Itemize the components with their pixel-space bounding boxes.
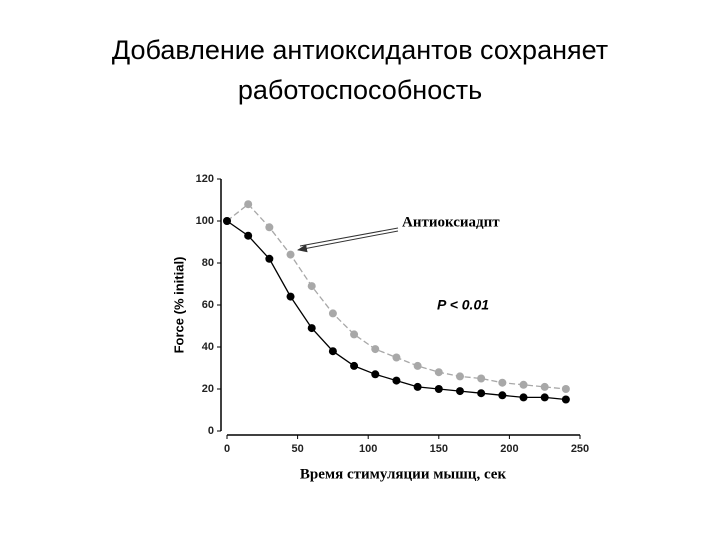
data-point [350, 361, 359, 370]
data-point [540, 393, 549, 402]
x-tick-label: 200 [500, 443, 518, 455]
y-tick-label: 80 [202, 257, 214, 269]
data-point [392, 376, 401, 385]
y-tick-label: 100 [196, 215, 214, 227]
y-tick-label: 120 [196, 173, 214, 185]
data-point [244, 200, 253, 209]
data-point [350, 330, 359, 339]
annotation: P < 0.01 [437, 297, 489, 313]
series-line [226, 220, 566, 401]
data-point [519, 393, 528, 402]
x-axis-label: Время стимуляции мышц, сек [300, 466, 507, 482]
annotation: Антиоксиадпт [402, 214, 500, 230]
x-tick-label: 250 [571, 443, 589, 455]
data-point [371, 370, 380, 379]
x-tick-label: 100 [359, 443, 377, 455]
data-point [413, 382, 422, 391]
data-point [498, 391, 507, 400]
x-tick-label: 0 [224, 443, 230, 455]
data-point [371, 345, 380, 354]
data-point [540, 382, 549, 391]
data-point [286, 250, 295, 259]
data-point [477, 389, 486, 398]
y-tick-label: 60 [202, 299, 214, 311]
data-point [455, 372, 464, 381]
data-point [498, 378, 507, 387]
data-point [307, 282, 316, 291]
y-tick-label: 20 [202, 383, 214, 395]
y-tick-label: 40 [202, 341, 214, 353]
data-point [413, 361, 422, 370]
data-point [328, 309, 337, 318]
data-point [223, 217, 231, 225]
data-point [328, 347, 337, 356]
annotation-arrow [299, 227, 399, 247]
data-point [244, 231, 253, 240]
x-tick-label: 50 [291, 443, 303, 455]
data-point [434, 368, 443, 377]
data-point [519, 380, 528, 389]
data-point [561, 385, 570, 393]
data-point [392, 353, 401, 362]
data-point [265, 223, 274, 232]
data-point [434, 385, 443, 393]
annotation-arrow [297, 230, 399, 253]
data-point [265, 254, 274, 263]
slide-title: Добавление антиоксидантов сохраняет рабо… [111, 35, 609, 105]
y-tick-label: 0 [208, 425, 214, 437]
y-axis-label: Force (% initial) [171, 257, 186, 354]
data-point [307, 324, 316, 333]
data-point [286, 292, 295, 301]
data-point [455, 387, 464, 396]
data-point [561, 395, 570, 404]
data-point [477, 374, 486, 383]
x-tick-label: 150 [430, 443, 448, 455]
